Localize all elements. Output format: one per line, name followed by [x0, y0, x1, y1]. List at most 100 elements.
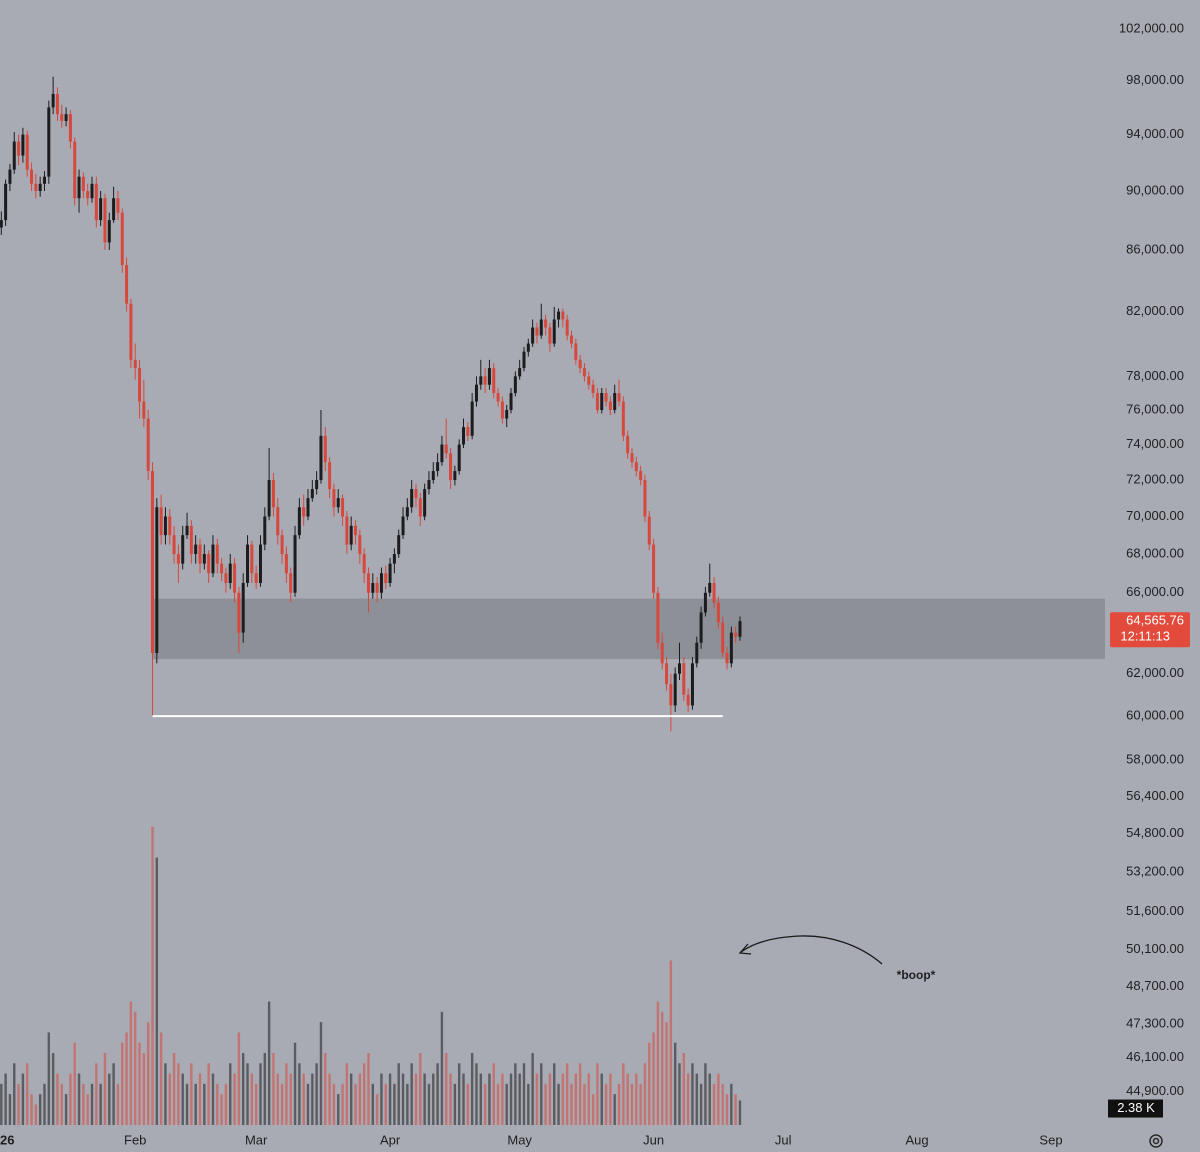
volume-bar [224, 1083, 228, 1125]
candle-body [73, 141, 77, 199]
volume-bar [570, 1083, 573, 1125]
volume-bar [427, 1083, 431, 1125]
volume-bar [522, 1063, 526, 1125]
candle-body [565, 319, 569, 336]
candle-body [155, 507, 159, 653]
y-tick-label: 68,000.00 [1126, 546, 1184, 561]
volume-bar [349, 1073, 353, 1125]
volume-bar [172, 1053, 176, 1125]
candle-body [436, 462, 440, 472]
volume-bar [699, 1083, 703, 1125]
y-tick-label: 50,100.00 [1126, 941, 1184, 956]
volume-bar [190, 1063, 193, 1125]
volume-bar [26, 1063, 29, 1125]
volume-bar [609, 1073, 612, 1125]
candle-body [263, 516, 267, 545]
candle-body [647, 516, 651, 545]
candle-body [120, 212, 124, 266]
x-tick-label: Sep [1039, 1132, 1062, 1147]
candle-body [224, 573, 228, 583]
volume-bar [544, 1083, 547, 1125]
volume-bar [639, 1083, 642, 1125]
y-tick-label: 44,900.00 [1126, 1083, 1184, 1098]
volume-bar [276, 1073, 279, 1125]
volume-bar [0, 1083, 3, 1125]
candle-body [531, 327, 535, 344]
volume-bar [505, 1083, 508, 1125]
arrow-head [738, 943, 752, 955]
zone-layer [152, 598, 1105, 660]
volume-bar [738, 1100, 742, 1125]
x-tick-label: Mar [245, 1132, 268, 1147]
volume-bar [509, 1073, 513, 1125]
candle-body [384, 573, 388, 583]
volume-bar [13, 1063, 16, 1125]
volume-bar [116, 1083, 120, 1125]
axis-layer: 102,000.00 98,000.00 94,000.00 90,000.00 86,… [0, 20, 1190, 1147]
volume-bar [358, 1073, 362, 1125]
candle-body [626, 435, 630, 454]
volume-bar [384, 1083, 387, 1125]
candle-body [207, 554, 211, 574]
volume-bar [203, 1083, 206, 1125]
candle-body [552, 319, 556, 344]
candle-body [34, 183, 38, 192]
candle-body [254, 573, 258, 583]
gear-inner[interactable] [1152, 1137, 1160, 1145]
volume-bar [146, 1022, 150, 1125]
volume-bar [121, 1042, 124, 1125]
volume-bar [90, 1083, 94, 1125]
volume-bar [289, 1073, 292, 1125]
volume-bar [678, 1063, 681, 1125]
volume-bar [682, 1053, 686, 1125]
volume-bar [229, 1063, 232, 1125]
candle-body [518, 368, 522, 377]
x-tick-label: May [507, 1132, 532, 1147]
volume-bar [596, 1063, 599, 1125]
candle-body [146, 418, 150, 472]
candle-body [25, 134, 29, 170]
settings-icon[interactable] [1149, 1134, 1163, 1148]
candle-body [68, 114, 72, 142]
candle-body [159, 507, 163, 536]
volume-bar [142, 1053, 146, 1125]
candle-body [457, 444, 461, 472]
candle-body [652, 544, 656, 593]
volume-bar [21, 1073, 25, 1125]
volume-bar [388, 1073, 392, 1125]
volume-bar [535, 1073, 539, 1125]
y-tick-label: 47,300.00 [1126, 1016, 1184, 1031]
candle-body [440, 444, 444, 463]
candle-body [414, 489, 418, 499]
candle-body [176, 554, 180, 564]
volume-bar [587, 1073, 590, 1125]
volume-bar [397, 1063, 400, 1125]
volume-bar [643, 1063, 647, 1125]
volume-bar [311, 1073, 314, 1125]
candle-body [505, 409, 509, 419]
volume-bar [298, 1063, 301, 1125]
volume-bar [665, 1022, 668, 1125]
candle-body [716, 602, 720, 623]
volume-bar [337, 1094, 340, 1125]
volume-bar [263, 1053, 267, 1125]
x-tick-label: Jun [643, 1132, 664, 1147]
candle-body [453, 471, 457, 481]
candle-body [634, 462, 638, 472]
x-tick-label: 26 [0, 1132, 14, 1147]
candle-body [509, 393, 513, 410]
candle-body [246, 544, 250, 583]
candle-body [215, 544, 219, 564]
volume-bar [280, 1083, 284, 1125]
candle-body [660, 642, 664, 664]
volume-bar [445, 1053, 448, 1125]
candle-body [172, 535, 176, 555]
volume-bar [501, 1073, 504, 1125]
candle-body [423, 489, 427, 517]
candle-body [112, 198, 116, 221]
candle-body [526, 343, 530, 352]
gear-outer[interactable] [1149, 1134, 1163, 1148]
candle-body [42, 176, 46, 184]
